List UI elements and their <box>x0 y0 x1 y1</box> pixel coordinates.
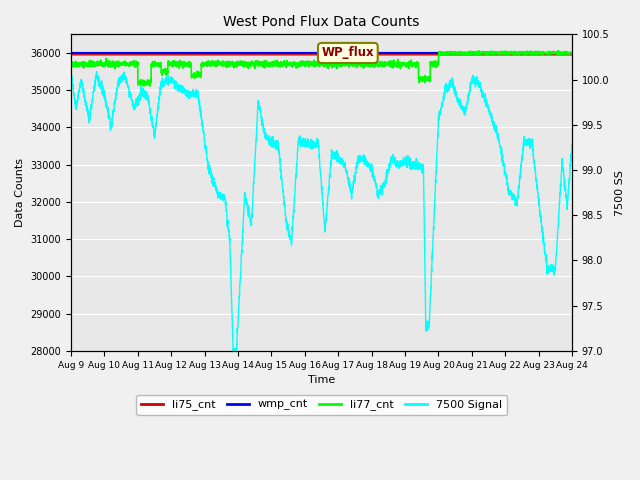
Text: WP_flux: WP_flux <box>321 47 374 60</box>
Y-axis label: 7500 SS: 7500 SS <box>615 169 625 216</box>
X-axis label: Time: Time <box>308 375 335 385</box>
Y-axis label: Data Counts: Data Counts <box>15 158 25 227</box>
Title: West Pond Flux Data Counts: West Pond Flux Data Counts <box>223 15 420 29</box>
Legend: li75_cnt, wmp_cnt, li77_cnt, 7500 Signal: li75_cnt, wmp_cnt, li77_cnt, 7500 Signal <box>136 395 507 415</box>
